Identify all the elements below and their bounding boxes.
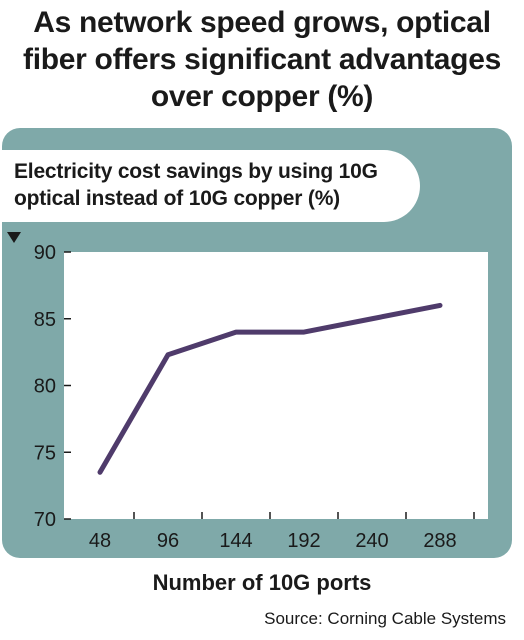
x-tick-label: 96: [157, 530, 179, 552]
chart-title: As network speed grows, optical fiber of…: [23, 6, 501, 113]
y-tick-label: 70: [34, 509, 56, 531]
x-tick-label: 288: [423, 530, 456, 552]
y-tick-label: 80: [34, 376, 56, 398]
x-axis-label: Number of 10G ports: [152, 570, 372, 595]
axis-ticks: [64, 251, 475, 520]
y-tick-labels: 70 75 80 85 90: [34, 242, 56, 531]
x-tick-labels: 48 96 144 192 240 288: [89, 530, 457, 552]
y-tick-label: 85: [34, 309, 56, 331]
subtitle-box: [2, 150, 420, 222]
plot-area: [64, 252, 488, 519]
x-tick-label: 48: [89, 530, 111, 552]
y-tick-label: 75: [34, 442, 56, 464]
x-tick-label: 144: [219, 530, 252, 552]
x-tick-label: 192: [287, 530, 320, 552]
y-tick-label: 90: [34, 242, 56, 264]
series-line: [97, 302, 443, 475]
chart-subtitle: Electricity cost savings by using 10G op…: [14, 160, 378, 210]
source-note: Source: Corning Cable Systems: [264, 609, 506, 628]
y-axis-marker-icon: [7, 232, 21, 243]
x-tick-label: 240: [355, 530, 388, 552]
